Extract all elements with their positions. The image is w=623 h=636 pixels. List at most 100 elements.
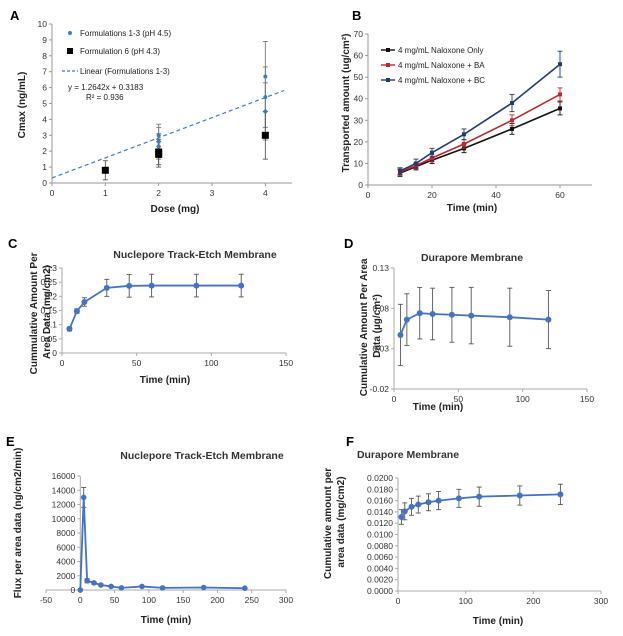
chart-a-point-formulations-1-3 (263, 95, 268, 100)
chart-b-point-series-2 (558, 92, 562, 97)
chart-b-point-series-3 (398, 168, 402, 173)
chart-d-point (545, 316, 552, 323)
chart-b-series-line-1 (399, 107, 561, 174)
chart-d-xlabel: Time (min) (413, 402, 463, 413)
chart-e-point (108, 583, 114, 590)
chart-d-x-tick-label: 150 (580, 394, 594, 404)
chart-e-y-tick-label: 6000 (56, 542, 75, 552)
chart-b-series-line-3 (399, 63, 561, 172)
chart-c-x-tick-label: 100 (204, 358, 218, 368)
chart-f-point (557, 491, 564, 498)
chart-b-legend-marker-1 (386, 48, 390, 52)
chart-e-x-tick-label: 250 (245, 595, 259, 605)
chart-d-marks (397, 286, 552, 367)
chart-c-y-tick-label: 0 (52, 348, 57, 358)
chart-a-legend-label-1: Formulations 1-3 (pH 4.5) (80, 29, 171, 38)
chart-b-xlabel: Time (min) (447, 203, 497, 214)
chart-e-point (200, 584, 207, 591)
chart-a-xlabel: Dose (mg) (151, 204, 200, 215)
chart-d-axes: 0 50 100 150 -0.02 0.03 0.08 0.13 (370, 263, 595, 404)
chart-d-x-tick-label: 50 (454, 394, 464, 404)
chart-a-point-formulation-6 (261, 131, 269, 139)
chart-a-x-tick-label: 2 (156, 188, 161, 198)
chart-e-y-tick-label: 14000 (52, 485, 76, 495)
chart-f-x-tick-label: 0 (396, 596, 401, 606)
chart-a-x-tick-label: 1 (103, 188, 108, 198)
chart-b-point-series-2 (462, 142, 466, 147)
chart-e-point (242, 585, 248, 592)
chart-b-point-series-1 (510, 126, 514, 131)
chart-e-x-tick-label: 150 (176, 595, 190, 605)
chart-f-point (455, 495, 462, 502)
chart-a-x-tick-label: 0 (50, 188, 55, 198)
chart-b-legend-label-2: 4 mg/mL Naloxone + BA (398, 61, 485, 70)
chart-e-point (77, 587, 84, 593)
chart-f-x-tick-label: 300 (594, 596, 608, 606)
chart-a-marks (51, 41, 285, 181)
chart-b-legend-label-3: 4 mg/mL Naloxone + BC (398, 76, 485, 85)
chart-f-point (415, 501, 422, 508)
chart-c-y-tick-label: 0.3 (45, 263, 57, 273)
chart-d-ylabel: Cumulative Amount Per Area Data (µg/cm²) (359, 256, 383, 396)
chart-a-y-tick-label: 2 (42, 146, 47, 156)
chart-f-ylabel: Cumulative amount per area data (mg/cm2) (323, 465, 347, 579)
chart-f-x-tick-label: 100 (459, 596, 473, 606)
chart-a-point-formulation-6 (155, 148, 163, 156)
chart-f-marks (398, 483, 564, 525)
chart-e-x-tick-label: 0 (78, 595, 83, 605)
chart-a-point-formulations-1-3 (156, 144, 161, 149)
chart-f-xlabel: Time (min) (473, 616, 523, 627)
chart-a-x-tick-label: 3 (210, 188, 215, 198)
chart-e-point (91, 580, 97, 586)
panel-label-b: B (352, 8, 361, 23)
chart-b-legend-marker-3 (386, 78, 390, 82)
panel-label-a: A (10, 8, 20, 23)
chart-c-point (103, 284, 110, 291)
chart-b-x-tick-label: 60 (555, 190, 565, 200)
chart-a-legend-label-2: Formulation 6 (pH 4.3) (80, 47, 160, 56)
chart-e-xlabel: Time (min) (141, 615, 191, 626)
chart-f-point (425, 499, 432, 506)
chart-f-y-tick-label: 0.0000 (367, 586, 393, 596)
chart-a-y-tick-label: 8 (42, 51, 47, 61)
chart-d-point (403, 316, 410, 323)
chart-a-legend-marker-2 (67, 48, 73, 54)
chart-e-y-tick-label: 12000 (52, 500, 76, 510)
chart-c-point (73, 308, 80, 315)
chart-d-y-tick-label: -0.02 (370, 384, 390, 394)
chart-c-title: Nuclepore Track-Etch Membrane (113, 249, 277, 261)
chart-c-point (148, 282, 155, 289)
chart-f-y-tick-label: 0.0160 (367, 496, 393, 506)
chart-d-x-tick-label: 100 (516, 394, 530, 404)
chart-d-x-tick-label: 0 (392, 394, 397, 404)
chart-a-y-tick-label: 5 (42, 99, 47, 109)
chart-e-marks (77, 486, 248, 593)
chart-f-point (435, 497, 442, 504)
chart-d-title: Durapore Membrane (421, 252, 523, 264)
chart-e-x-tick-label: 200 (210, 595, 224, 605)
chart-b-y-tick-label: 50 (354, 72, 364, 82)
chart-f-point (398, 513, 405, 520)
chart-d-point (506, 314, 513, 321)
chart-d-ylabel-line2: Data (µg/cm²) (372, 294, 383, 358)
chart-e-x-tick-label: 50 (110, 595, 120, 605)
chart-b-y-tick-label: 40 (354, 94, 364, 104)
chart-c-y-tick-label: 0.15 (40, 306, 57, 316)
chart-c-axes: 0 50 100 150 0 0.05 0.1 0.15 0.2 0.25 0.3 (40, 263, 293, 368)
chart-a-y-tick-label: 7 (42, 67, 47, 77)
chart-c-y-tick-label: 0.25 (40, 277, 57, 287)
chart-f-x-tick-label: 200 (526, 596, 540, 606)
chart-b-y-tick-label: 0 (358, 180, 363, 190)
chart-c-y-tick-label: 0.1 (45, 320, 57, 330)
chart-a-point-formulations-1-3 (156, 133, 161, 138)
chart-d-point (397, 331, 404, 338)
chart-d-y-tick-label: 0.03 (372, 344, 389, 354)
chart-d-series-line (399, 312, 549, 336)
chart-b-legend-marker-2 (386, 63, 390, 67)
chart-d-y-tick-label: 0.08 (372, 303, 389, 313)
chart-b-x-tick-label: 20 (427, 190, 437, 200)
chart-a-ylabel: Cmax (ng/mL) (17, 72, 28, 139)
chart-a-legend-marker-1 (68, 31, 72, 35)
chart-a-y-tick-label: 9 (42, 35, 47, 45)
chart-d-point (468, 312, 475, 319)
